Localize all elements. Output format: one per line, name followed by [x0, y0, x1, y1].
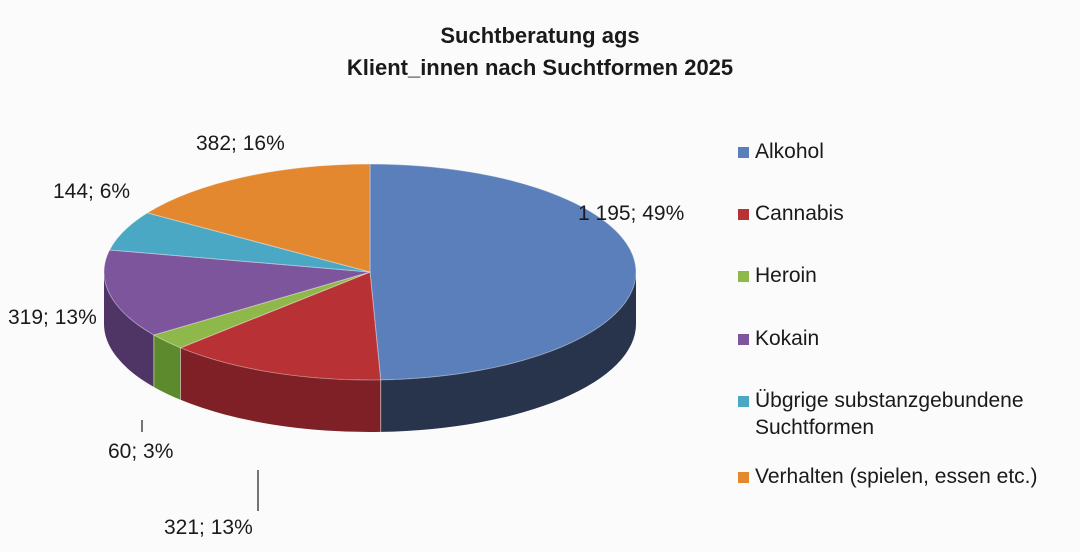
- legend-swatch: [738, 147, 749, 158]
- pie-sides: [104, 272, 636, 432]
- legend-item-cannabis: Cannabis: [738, 200, 1073, 227]
- legend-label: Kokain: [755, 327, 820, 350]
- data-label-heroin: 60; 3%: [108, 440, 173, 463]
- legend-item-alkohol: Alkohol: [738, 138, 1073, 165]
- legend-label: Cannabis: [755, 202, 844, 225]
- data-label-cannabis: 321; 13%: [164, 516, 253, 539]
- legend-item-kokain: Kokain: [738, 325, 1073, 352]
- legend-label: Alkohol: [755, 140, 824, 163]
- pie-slice-verhalten-spielen-essen-etc: [146, 163, 371, 273]
- pie-slice-alkohol: [369, 163, 637, 381]
- chart-title-line: Suchtberatung ags: [440, 23, 640, 48]
- pie-side-heroin: [153, 334, 181, 400]
- data-label-verhalten-spielen-essen-etc: 382; 16%: [196, 132, 285, 155]
- legend-item-uebgrige-substanzgebundene-suchtformen: Übgrige substanzgebundene Suchtformen: [738, 387, 1073, 441]
- data-label-uebgrige-substanzgebundene-suchtformen: 144; 6%: [53, 180, 130, 203]
- pie-side-kokain: [104, 272, 154, 387]
- pie-tops: [103, 163, 637, 381]
- legend-label: Übgrige substanzgebundene Suchtformen: [755, 389, 1024, 439]
- legend-swatch: [738, 334, 749, 345]
- legend-label: Verhalten (spielen, essen etc.): [755, 465, 1038, 488]
- legend-swatch: [738, 472, 749, 483]
- pie-leader-lines: [141, 420, 259, 511]
- data-label-alkohol: 1 195; 49%: [578, 202, 684, 225]
- legend-swatch: [738, 396, 749, 407]
- pie-side-alkohol: [380, 272, 636, 432]
- legend-swatch: [738, 209, 749, 220]
- chart-title: Suchtberatung ags Klient_innen nach Such…: [0, 20, 1080, 84]
- legend-item-verhalten-spielen-essen-etc: Verhalten (spielen, essen etc.): [738, 463, 1073, 490]
- pie-slice-cannabis: [179, 271, 382, 381]
- pie-slice-kokain: [103, 249, 371, 336]
- pie-slice-heroin: [152, 271, 371, 349]
- legend-swatch: [738, 271, 749, 282]
- chart-subtitle-line: Klient_innen nach Suchtformen 2025: [346, 55, 734, 80]
- legend-item-heroin: Heroin: [738, 262, 1073, 289]
- legend-label: Heroin: [755, 264, 817, 287]
- pie-data-labels: 1 195; 49% 321; 13% 60; 3% 319; 13% 144; 6% 3…: [8, 132, 684, 539]
- pie-side-cannabis: [180, 347, 381, 432]
- data-label-kokain: 319; 13%: [8, 306, 97, 329]
- pie-slice-uebgrige-substanzgebundene-suchtformen: [108, 212, 371, 273]
